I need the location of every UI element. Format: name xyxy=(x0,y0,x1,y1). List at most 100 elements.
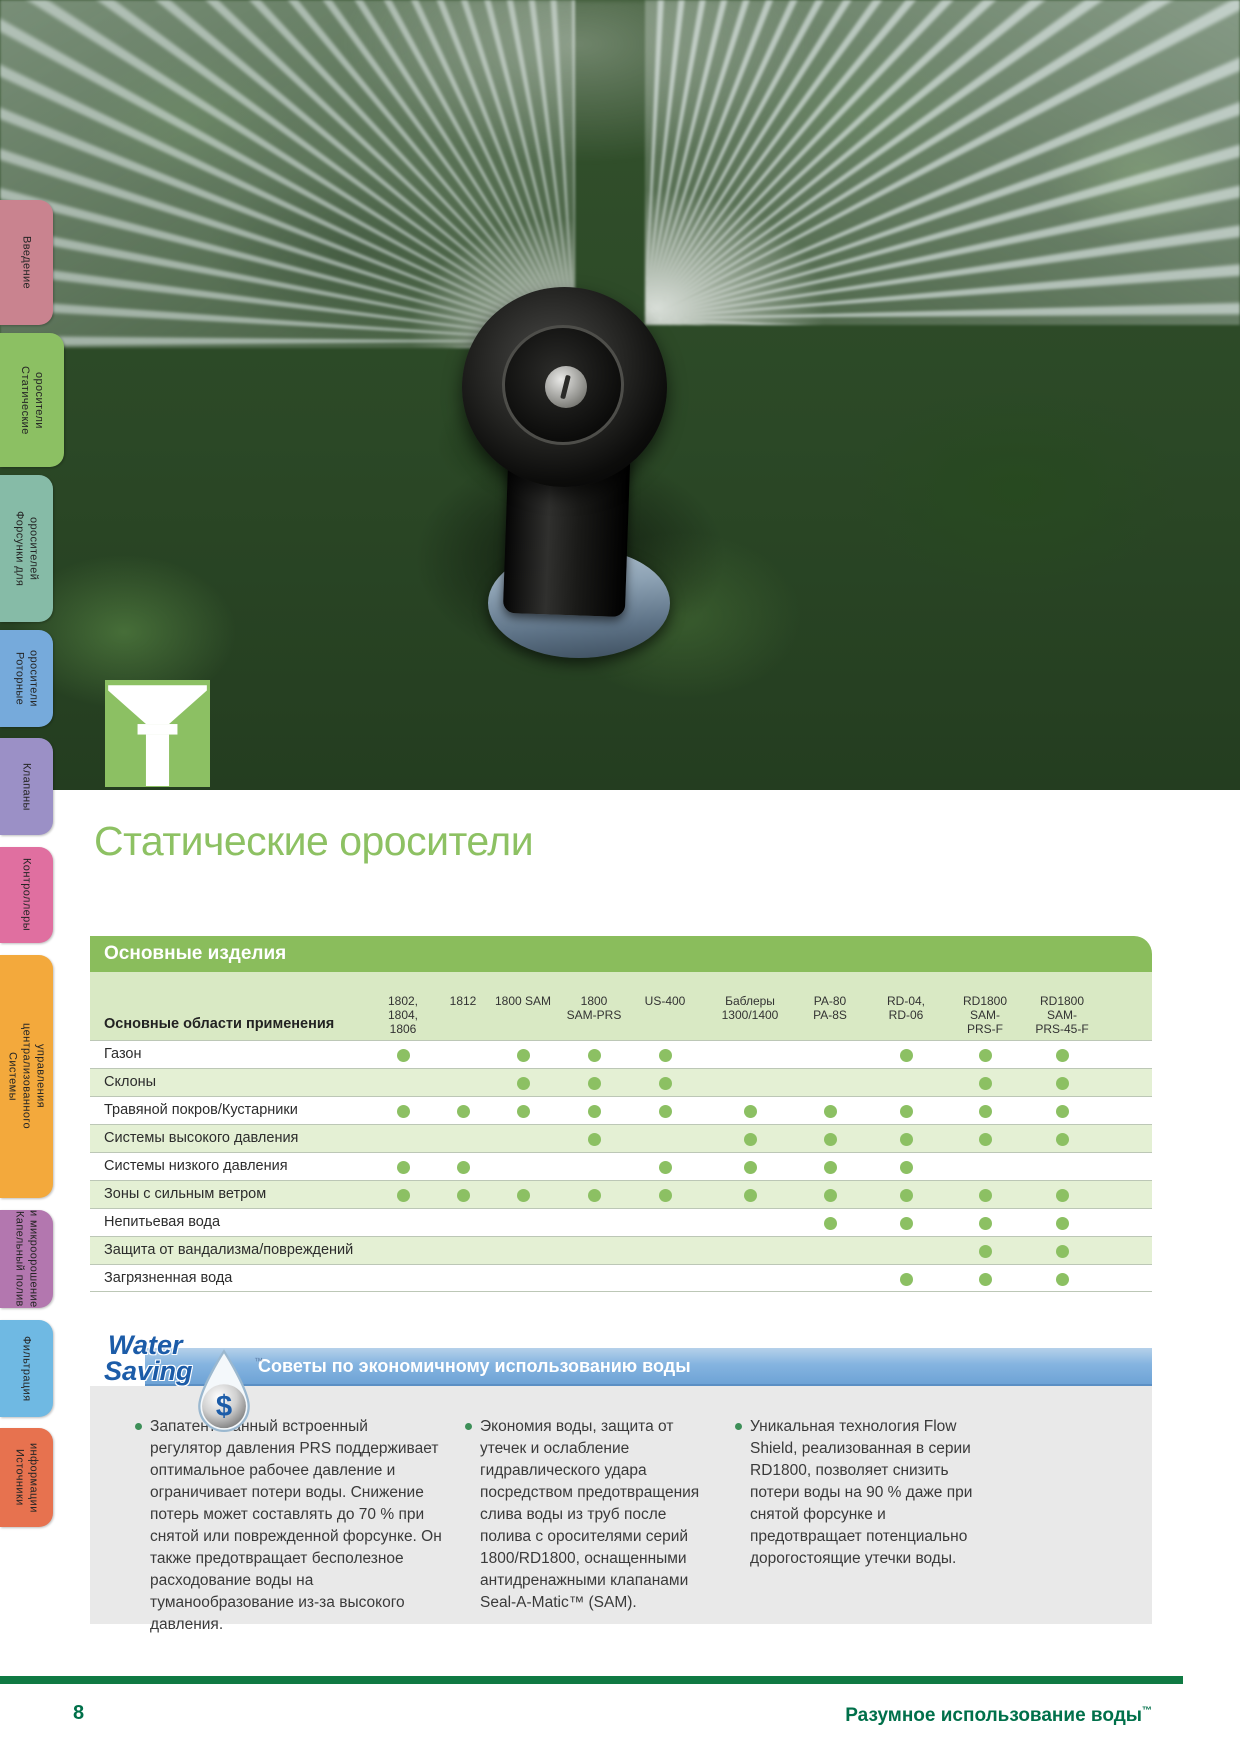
column-header-1: 1812 xyxy=(449,994,477,1008)
table-row-label: Склоны xyxy=(104,1074,157,1090)
applicability-dot-icon xyxy=(899,1105,913,1118)
sidebar-tab-label: Контроллеры xyxy=(20,858,33,932)
applicability-dot-icon xyxy=(743,1161,757,1174)
applicability-dot-icon xyxy=(978,1049,992,1062)
sprinkler-nozzle-ring xyxy=(502,325,624,445)
applicability-dot-icon xyxy=(899,1049,913,1062)
sidebar-tab-3[interactable]: Роторные оросители xyxy=(0,630,53,727)
sidebar-tab-5[interactable]: Контроллеры xyxy=(0,847,53,943)
trademark-symbol: ™ xyxy=(1142,1705,1152,1717)
applicability-dot-icon xyxy=(658,1077,672,1090)
applicability-dot-icon xyxy=(587,1133,601,1146)
applicability-dot-icon xyxy=(899,1133,913,1146)
table-row-label: Системы высокого давления xyxy=(104,1130,299,1146)
applicability-dot-icon xyxy=(396,1161,410,1174)
tip-column: Запатентованный встроенный регулятор дав… xyxy=(135,1416,442,1636)
applicability-dot-icon xyxy=(1055,1189,1069,1202)
applicability-dot-icon xyxy=(978,1273,992,1286)
applicability-dot-icon xyxy=(743,1189,757,1202)
column-header-9: RD1800 SAM- PRS-45-F xyxy=(1035,994,1089,1036)
water-saving-band-title: Советы по экономичному использованию вод… xyxy=(258,1355,691,1376)
column-header-2: 1800 SAM xyxy=(494,994,552,1008)
table-row-0: Газон xyxy=(90,1040,1152,1068)
table-row-7: Защита от вандализма/повреждений xyxy=(90,1236,1152,1264)
applicability-dot-icon xyxy=(456,1189,470,1202)
tip-text: Уникальная технология Flow Shield, реали… xyxy=(750,1418,973,1567)
table-row-label: Защита от вандализма/повреждений xyxy=(104,1242,354,1258)
applicability-dot-icon xyxy=(516,1189,530,1202)
applicability-dot-icon xyxy=(743,1105,757,1118)
applicability-dot-icon xyxy=(587,1077,601,1090)
bullet-icon xyxy=(135,1423,142,1430)
sidebar-tab-7[interactable]: Капельный полив и микроорошение xyxy=(0,1210,53,1308)
applicability-dot-icon xyxy=(456,1161,470,1174)
table-row-5: Зоны с сильным ветром xyxy=(90,1180,1152,1208)
spray-sprinkler-icon xyxy=(105,680,210,787)
spray-sprinkler-glyph xyxy=(108,685,207,786)
applicability-dot-icon xyxy=(396,1189,410,1202)
applicability-dot-icon xyxy=(396,1049,410,1062)
applicability-dot-icon xyxy=(899,1217,913,1230)
applicability-dot-icon xyxy=(743,1133,757,1146)
applicability-dot-icon xyxy=(456,1105,470,1118)
dollar-sign: $ xyxy=(216,1391,232,1423)
sidebar-tab-8[interactable]: Фильтрация xyxy=(0,1320,53,1417)
table-row-3: Системы высокого давления xyxy=(90,1124,1152,1152)
sprinkler-screw-cap xyxy=(545,366,587,408)
sidebar-tab-2[interactable]: Форсунки для оросителей xyxy=(0,475,53,622)
applicability-dot-icon xyxy=(978,1189,992,1202)
column-header-4: US-400 xyxy=(644,994,686,1008)
products-table: Основные изделия Основные области примен… xyxy=(90,936,1152,1292)
table-body: Газон Склоны Травяной покров/Кустарники Сис… xyxy=(90,1040,1152,1292)
page-title: Статические оросители xyxy=(94,818,534,864)
table-row-label: Системы низкого давления xyxy=(104,1158,288,1174)
footer-page-number: 8 xyxy=(73,1702,85,1724)
column-header-7: RD-04, RD-06 xyxy=(886,994,925,1022)
sidebar-tab-label: Источники информации xyxy=(13,1442,40,1513)
applicability-dot-icon xyxy=(516,1077,530,1090)
column-header-6: PA-80 PA-8S xyxy=(813,994,847,1022)
applicability-dot-icon xyxy=(516,1105,530,1118)
applicability-dot-icon xyxy=(823,1133,837,1146)
water-drop-icon: $ xyxy=(198,1349,250,1432)
table-row-label: Непитьевая вода xyxy=(104,1214,221,1230)
applicability-dot-icon xyxy=(587,1189,601,1202)
column-header-3: 1800 SAM-PRS xyxy=(566,994,622,1022)
applicability-dot-icon xyxy=(396,1105,410,1118)
sidebar-tab-0[interactable]: Введение xyxy=(0,200,53,325)
applicability-dot-icon xyxy=(658,1161,672,1174)
applicability-dot-icon xyxy=(1055,1133,1069,1146)
sprinkler-screw-slot xyxy=(560,374,571,400)
applicability-dot-icon xyxy=(1055,1217,1069,1230)
applicability-dot-icon xyxy=(658,1049,672,1062)
water-mist xyxy=(300,0,920,220)
sidebar-tab-label: Фильтрация xyxy=(20,1335,33,1402)
sidebar-tab-1[interactable]: Статические оросители xyxy=(0,333,64,467)
table-title-bar: Основные изделия xyxy=(90,936,1152,972)
applicability-dot-icon xyxy=(978,1245,992,1258)
applicability-dot-icon xyxy=(1055,1245,1069,1258)
applicability-dot-icon xyxy=(823,1217,837,1230)
water-saving-logo-line2: Saving xyxy=(104,1356,193,1386)
tip-column: Уникальная технология Flow Shield, реали… xyxy=(735,1416,992,1570)
sidebar-tab-4[interactable]: Клапаны xyxy=(0,738,53,835)
sidebar-tab-6[interactable]: Системы централизованного управления xyxy=(0,955,53,1198)
table-row-4: Системы низкого давления xyxy=(90,1152,1152,1180)
sidebar-tab-label: Клапаны xyxy=(20,762,33,811)
column-header-0: 1802, 1804, 1806 xyxy=(387,994,419,1036)
applicability-dot-icon xyxy=(1055,1273,1069,1286)
bullet-icon xyxy=(465,1423,472,1430)
applicability-dot-icon xyxy=(1055,1105,1069,1118)
sidebar-tab-label: Капельный полив и микроорошение xyxy=(13,1210,40,1308)
applicability-dot-icon xyxy=(658,1105,672,1118)
applicability-dot-icon xyxy=(658,1189,672,1202)
applicability-dot-icon xyxy=(587,1105,601,1118)
applicability-dot-icon xyxy=(587,1049,601,1062)
hero-photo-sprinkler xyxy=(0,0,1240,790)
applicability-dot-icon xyxy=(899,1273,913,1286)
footer-tagline: Разумное использование воды™ xyxy=(845,1705,1152,1727)
trademark-symbol: ™ xyxy=(254,1356,263,1366)
table-row-label: Загрязненная вода xyxy=(104,1270,233,1286)
applicability-dot-icon xyxy=(899,1161,913,1174)
sidebar-tab-9[interactable]: Источники информации xyxy=(0,1428,53,1527)
